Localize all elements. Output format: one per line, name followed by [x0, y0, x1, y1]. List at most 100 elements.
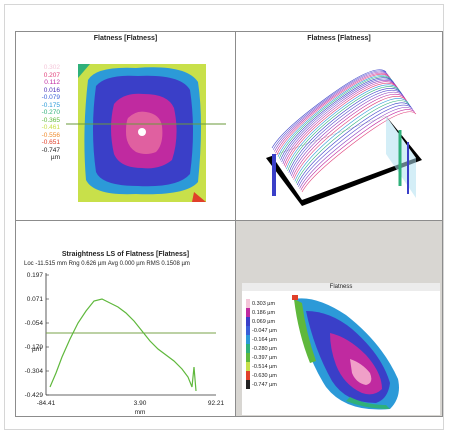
color-legend: 0.303 µm 0.186 µm 0.069 µm -0.047 µm -0.164 …	[246, 299, 277, 389]
four-panel-grid: Flatness [Flatness] 0.302 0.207 0.112 0.016…	[15, 31, 443, 417]
legend-row: -0.747 µm	[246, 380, 277, 389]
wireframe-line	[281, 78, 396, 163]
blob-corner-red	[292, 295, 298, 300]
y-axis-ticks: 0.197 0.071 -0.054 -0.179 -0.304 -0.429	[25, 272, 49, 399]
wireframe-line	[272, 70, 388, 150]
legend-row: -0.514 µm	[246, 362, 277, 371]
panel-title: Flatness [Flatness]	[307, 35, 371, 42]
x-tick-label: 92.21	[208, 400, 225, 407]
wireframe-line	[277, 75, 393, 157]
wireframe-line	[284, 82, 400, 168]
legend-value: 0.303 µm	[252, 300, 276, 307]
wireframe-line	[276, 73, 392, 156]
heatmap-corner-red	[192, 192, 206, 202]
wireframe-line	[274, 71, 389, 152]
y-tick-label: 0.197	[27, 272, 44, 279]
legend-value: 0.207	[43, 71, 60, 79]
surface-base	[272, 116, 416, 200]
wireframe-line	[278, 76, 394, 159]
legend-row: -0.630 µm	[246, 371, 277, 380]
wireframe-line	[287, 86, 402, 171]
x-axis-ticks: -84.41 3.90 92.21	[37, 400, 225, 407]
wireframe-line	[298, 104, 413, 187]
wireframe-line	[290, 91, 406, 177]
legend-row: -0.397 µm	[246, 353, 277, 362]
flatness-3d-surface	[266, 69, 422, 206]
x-tick-label: -84.41	[37, 400, 56, 407]
x-tick-label: 3.90	[134, 400, 147, 407]
wireframe-line	[280, 77, 395, 161]
panel-title: Flatness [Flatness]	[93, 35, 158, 42]
flatness-heatmap	[66, 64, 226, 202]
stats-line: Loc -11.515 mm Rng 0.626 µm Avg 0.000 µm…	[24, 261, 190, 267]
wireframe-line	[283, 81, 399, 166]
legend-value: -0.397 µm	[252, 354, 277, 361]
legend-value: 0.112	[44, 79, 60, 86]
flatness-map-panel[interactable]: Flatness [Flatness] 0.302 0.207 0.112 0.016…	[16, 32, 236, 221]
wireframe-line	[301, 111, 417, 193]
legend-value: -0.365	[41, 116, 60, 124]
wireframe-line	[289, 89, 405, 175]
legend-value: 0.016	[43, 86, 60, 94]
legend-value: -0.747	[41, 146, 60, 154]
legend-row: -0.047 µm	[246, 326, 277, 335]
legend-value: 0.302	[43, 64, 60, 71]
wireframe-line	[300, 109, 416, 191]
legend-swatch	[246, 371, 250, 380]
legend-swatch	[246, 308, 250, 317]
legend-row: -0.164 µm	[246, 335, 277, 344]
legend-value: -0.747 µm	[252, 381, 277, 388]
wireframe-line	[294, 98, 410, 182]
wireframe-line	[286, 84, 401, 170]
flatness-3d-blob	[292, 295, 399, 410]
legend-value: -0.280 µm	[252, 345, 277, 352]
legend-row: 0.303 µm	[246, 299, 277, 308]
panel-title: Flatness	[329, 284, 353, 290]
y-unit-label: µm	[32, 346, 41, 353]
blob-edge-teal	[346, 397, 390, 409]
wireframe-line	[299, 107, 414, 189]
y-tick-label: -0.054	[25, 320, 44, 327]
heatmap-corner-green	[78, 64, 90, 78]
legend-value: -0.079	[41, 94, 60, 101]
wireframe-line	[288, 88, 404, 173]
wireframe-line	[296, 102, 412, 186]
profile-curve	[49, 298, 197, 392]
legend-swatch	[246, 344, 250, 353]
legend-value: -0.270	[41, 109, 60, 116]
legend-row: -0.280 µm	[246, 344, 277, 353]
wireframe-line	[292, 93, 407, 179]
color-legend: 0.302 0.207 0.112 0.016 -0.079 -0.175 -0.270 -0…	[30, 64, 60, 162]
wireframe-line	[282, 80, 398, 164]
wireframe-lines	[271, 69, 417, 193]
legend-swatch	[246, 335, 250, 344]
figure-frame: Flatness [Flatness] 0.302 0.207 0.112 0.016…	[4, 4, 444, 430]
legend-swatch	[246, 353, 250, 362]
wireframe-line	[275, 72, 390, 154]
legend-value: -0.514 µm	[252, 363, 277, 370]
y-tick-label: -0.179	[25, 344, 44, 351]
legend-value: -0.047 µm	[252, 327, 277, 334]
title-bar: Flatness	[242, 283, 440, 291]
legend-swatch	[246, 380, 250, 389]
legend-value: -0.556	[41, 131, 60, 139]
legend-row: 0.186 µm	[246, 308, 277, 317]
y-tick-label: -0.304	[25, 368, 44, 375]
y-tick-label: 0.071	[27, 296, 44, 303]
legend-swatch	[246, 299, 250, 308]
legend-value: 0.069 µm	[252, 318, 276, 325]
flatness-3d-panel[interactable]: Flatness [Flatness]	[236, 32, 442, 221]
legend-value: -0.461	[41, 124, 60, 131]
legend-value: -0.175	[41, 101, 60, 109]
legend-swatch	[246, 317, 250, 326]
blob-edge-green	[294, 299, 316, 363]
legend-swatch	[246, 362, 250, 371]
legend-swatch	[246, 326, 250, 335]
wireframe-line	[271, 69, 387, 149]
straightness-panel[interactable]: Straightness LS of Flatness [Flatness] L…	[16, 221, 236, 416]
flatness-3d-view-panel[interactable]: Flatness 0.303 µm 0.186 µm 0.069 µm -0.047 …	[236, 221, 442, 416]
legend-value: -0.651	[41, 139, 60, 146]
legend-value: -0.164 µm	[252, 336, 277, 343]
heatmap-peak	[138, 128, 146, 136]
legend-value: -0.630 µm	[252, 372, 277, 379]
